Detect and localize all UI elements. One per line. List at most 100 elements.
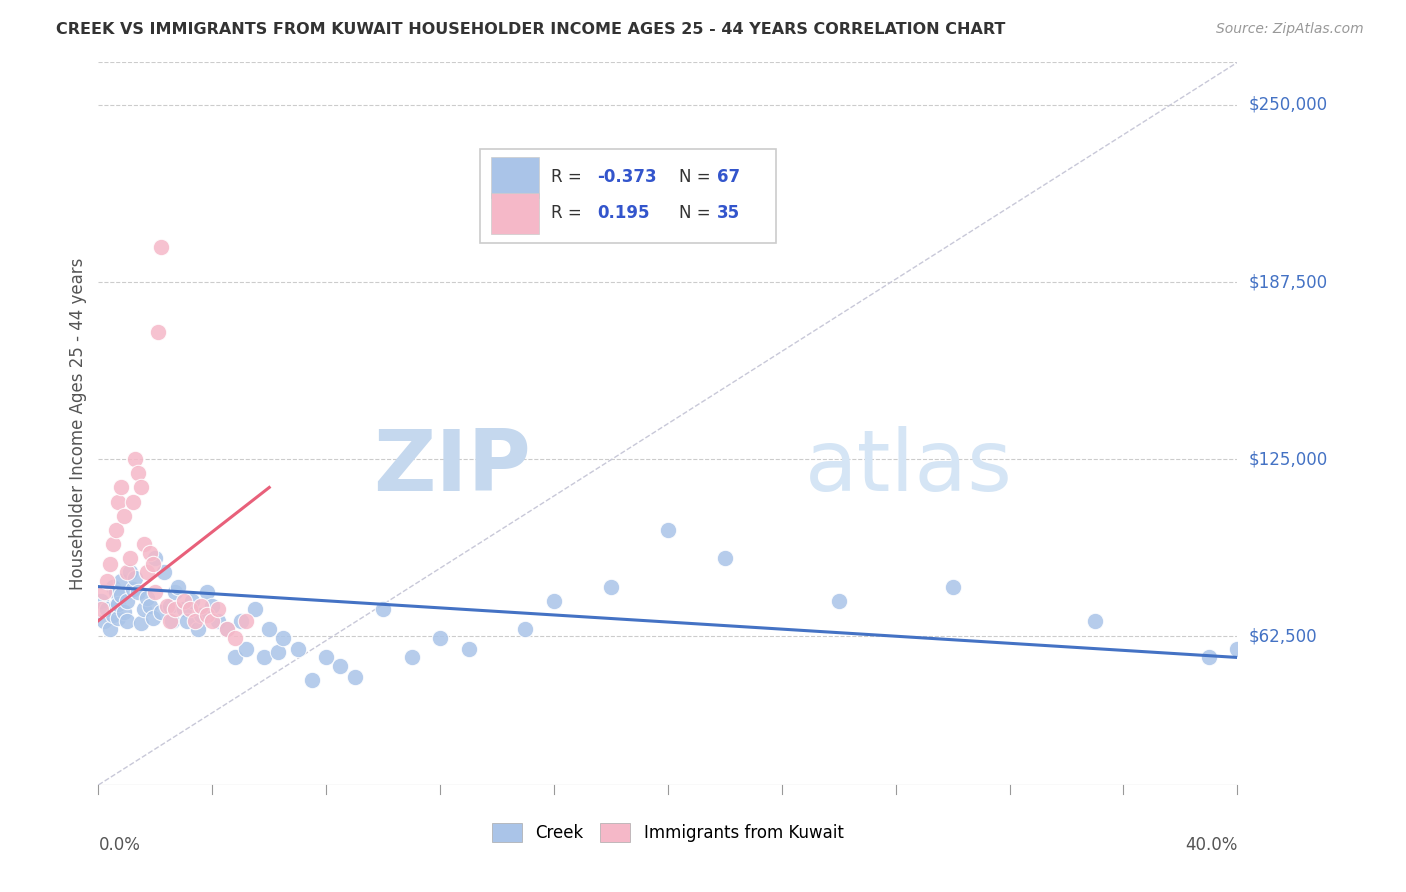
Point <box>215 622 238 636</box>
Point <box>104 585 127 599</box>
Point <box>127 585 149 599</box>
Point <box>145 585 167 599</box>
Point <box>942 580 965 594</box>
Point <box>141 557 163 571</box>
Point <box>600 580 623 594</box>
Point <box>107 597 129 611</box>
Text: 0.195: 0.195 <box>598 203 650 222</box>
Point <box>138 599 160 614</box>
Point <box>343 670 366 684</box>
Point <box>1226 642 1249 657</box>
Text: atlas: atlas <box>804 425 1012 508</box>
Point <box>118 551 141 566</box>
Point <box>132 537 155 551</box>
Point <box>190 599 212 614</box>
Point <box>141 611 163 625</box>
Point <box>207 614 229 628</box>
Point <box>179 602 201 616</box>
Point <box>176 614 198 628</box>
Point <box>104 523 127 537</box>
Point <box>1084 614 1107 628</box>
Text: N =: N = <box>679 168 716 186</box>
Point <box>201 599 224 614</box>
Point <box>115 594 138 608</box>
Point <box>124 452 146 467</box>
Point <box>165 602 187 616</box>
Text: 0.0%: 0.0% <box>98 836 141 854</box>
Point <box>104 599 127 614</box>
Point <box>107 611 129 625</box>
Point <box>90 602 112 616</box>
Point <box>201 614 224 628</box>
Text: -0.373: -0.373 <box>598 168 657 186</box>
Point <box>118 566 141 580</box>
Point <box>153 566 176 580</box>
Point <box>150 239 173 253</box>
Point <box>267 645 290 659</box>
Point <box>173 602 195 616</box>
Point <box>93 585 115 599</box>
Point <box>195 585 218 599</box>
Point <box>457 642 479 657</box>
Text: $187,500: $187,500 <box>1249 273 1327 291</box>
Point <box>101 580 124 594</box>
Point <box>315 650 337 665</box>
Point <box>657 523 679 537</box>
Point <box>112 605 135 619</box>
Point <box>129 616 152 631</box>
Point <box>162 614 184 628</box>
Text: 40.0%: 40.0% <box>1185 836 1237 854</box>
Point <box>165 585 187 599</box>
Point <box>148 325 170 339</box>
Point <box>207 602 229 616</box>
FancyBboxPatch shape <box>479 149 776 243</box>
Text: N =: N = <box>679 203 716 222</box>
Point <box>135 566 157 580</box>
Text: $125,000: $125,000 <box>1249 450 1327 468</box>
Point <box>145 551 167 566</box>
Point <box>129 480 152 494</box>
Point <box>150 605 173 619</box>
Point <box>127 467 149 481</box>
Point <box>159 599 181 614</box>
Y-axis label: Householder Income Ages 25 - 44 years: Householder Income Ages 25 - 44 years <box>69 258 87 590</box>
Point <box>190 607 212 622</box>
Point <box>235 614 257 628</box>
Point <box>1198 650 1220 665</box>
Point <box>714 551 737 566</box>
FancyBboxPatch shape <box>491 157 538 197</box>
Point <box>115 566 138 580</box>
Text: R =: R = <box>551 203 592 222</box>
Point <box>195 607 218 622</box>
Point <box>515 622 537 636</box>
Point <box>543 594 565 608</box>
Point <box>429 631 451 645</box>
Text: $62,500: $62,500 <box>1249 627 1317 645</box>
Point <box>121 582 143 597</box>
Point <box>110 588 132 602</box>
Text: 35: 35 <box>717 203 740 222</box>
Point <box>121 494 143 508</box>
Text: CREEK VS IMMIGRANTS FROM KUWAIT HOUSEHOLDER INCOME AGES 25 - 44 YEARS CORRELATIO: CREEK VS IMMIGRANTS FROM KUWAIT HOUSEHOL… <box>56 22 1005 37</box>
Point <box>373 602 395 616</box>
FancyBboxPatch shape <box>491 194 538 234</box>
Legend: Creek, Immigrants from Kuwait: Creek, Immigrants from Kuwait <box>485 816 851 849</box>
Point <box>98 622 121 636</box>
Point <box>132 602 155 616</box>
Point <box>110 480 132 494</box>
Point <box>156 599 179 614</box>
Point <box>828 594 851 608</box>
Point <box>135 591 157 605</box>
Point <box>401 650 423 665</box>
Point <box>96 602 118 616</box>
Point <box>329 659 352 673</box>
Point <box>184 614 207 628</box>
Text: R =: R = <box>551 168 586 186</box>
Point <box>301 673 323 687</box>
Point <box>224 631 246 645</box>
Point <box>96 574 118 588</box>
Point <box>224 650 246 665</box>
Text: ZIP: ZIP <box>374 425 531 508</box>
Point <box>98 557 121 571</box>
Point <box>101 537 124 551</box>
